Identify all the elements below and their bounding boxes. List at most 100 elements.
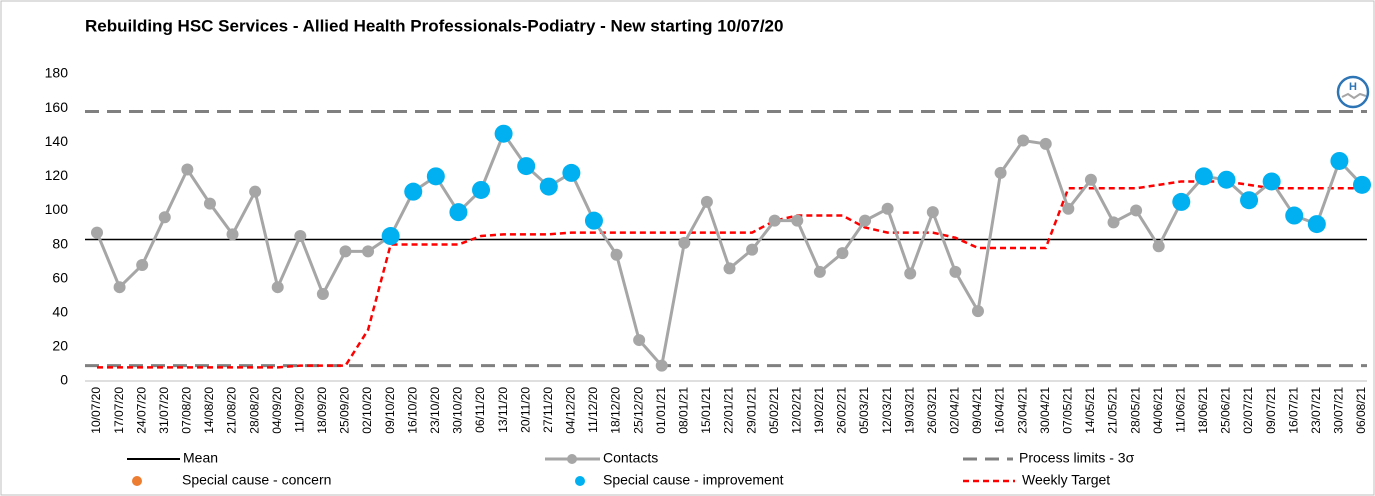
x-tick-label: 28/08/20 xyxy=(247,387,261,434)
contact-dot xyxy=(791,214,804,227)
contact-dot xyxy=(1017,134,1030,147)
x-tick-label: 07/05/21 xyxy=(1061,387,1075,434)
x-tick-label: 29/01/21 xyxy=(744,387,758,434)
special-cause-dot xyxy=(584,211,603,230)
special-cause-dot xyxy=(562,163,581,182)
y-tick-label: 160 xyxy=(45,99,69,115)
x-tick-label: 14/05/21 xyxy=(1083,387,1097,434)
y-tick-label: 0 xyxy=(60,372,68,388)
target-line xyxy=(97,180,1362,369)
contact-dot xyxy=(339,245,352,258)
y-tick-label: 20 xyxy=(52,338,68,354)
x-tick-label: 01/01/21 xyxy=(654,387,668,434)
x-tick-label: 23/07/21 xyxy=(1309,387,1323,434)
x-tick-label: 10/07/20 xyxy=(89,387,103,434)
legend-label: Process limits - 3σ xyxy=(1019,450,1135,466)
x-tick-label: 06/11/20 xyxy=(473,387,487,433)
x-tick-label: 06/08/21 xyxy=(1354,387,1368,434)
contact-dot xyxy=(949,265,962,278)
legend-label: Mean xyxy=(183,450,218,466)
contact-dot xyxy=(203,197,216,210)
x-tick-label: 27/11/20 xyxy=(541,387,555,433)
x-tick-label: 11/06/21 xyxy=(1173,387,1187,433)
special-cause-dot xyxy=(517,157,536,176)
x-tick-label: 07/08/20 xyxy=(180,387,194,434)
legend-contacts-dot xyxy=(567,454,577,464)
special-cause-dot xyxy=(1262,172,1281,191)
contact-dot xyxy=(678,236,691,249)
contact-dot xyxy=(316,288,329,301)
special-cause-dot xyxy=(539,177,558,196)
contact-dot xyxy=(836,247,849,260)
x-tick-label: 02/04/21 xyxy=(948,387,962,434)
y-tick-label: 100 xyxy=(45,201,69,217)
x-tick-label: 09/07/21 xyxy=(1264,387,1278,434)
legend-label: Special cause - concern xyxy=(182,472,331,488)
contact-dot xyxy=(633,334,646,347)
x-tick-label: 25/06/21 xyxy=(1219,387,1233,434)
contact-dot xyxy=(1062,202,1075,215)
contact-dot xyxy=(746,243,759,256)
contact-dot xyxy=(723,262,736,275)
contact-dot xyxy=(158,211,171,224)
special-cause-dot xyxy=(494,124,513,143)
x-tick-label: 23/10/20 xyxy=(428,387,442,434)
chart-title: Rebuilding HSC Services - Allied Health … xyxy=(85,16,783,35)
special-cause-dot xyxy=(1285,206,1304,225)
contact-dot xyxy=(700,195,713,208)
legend-improvement xyxy=(575,476,585,486)
y-tick-label: 80 xyxy=(52,235,68,251)
y-tick-label: 140 xyxy=(45,133,69,149)
x-tick-label: 21/05/21 xyxy=(1106,387,1120,434)
x-tick-label: 12/03/21 xyxy=(880,387,894,434)
x-tick-label: 30/10/20 xyxy=(451,387,465,434)
special-cause-dot xyxy=(1194,167,1213,186)
special-cause-dot xyxy=(1217,170,1236,189)
special-cause-dot xyxy=(472,180,491,199)
contact-dot xyxy=(971,305,984,318)
contact-dot xyxy=(881,202,894,215)
x-tick-label: 28/05/21 xyxy=(1128,387,1142,434)
contact-dot xyxy=(859,214,872,227)
contact-dot xyxy=(1039,137,1052,150)
contact-dot xyxy=(136,259,149,272)
y-tick-label: 40 xyxy=(52,303,68,319)
x-tick-label: 30/04/21 xyxy=(1038,387,1052,434)
x-tick-label: 18/12/20 xyxy=(609,387,623,434)
legend-label: Contacts xyxy=(603,450,658,466)
x-tick-label: 16/04/21 xyxy=(993,387,1007,434)
x-tick-label: 19/03/21 xyxy=(902,387,916,434)
contact-dot xyxy=(1107,216,1120,229)
contact-dot xyxy=(294,230,307,243)
legend-concern xyxy=(132,476,142,486)
x-tick-label: 30/07/21 xyxy=(1332,387,1346,434)
x-tick-label: 02/10/20 xyxy=(360,387,374,434)
x-tick-label: 11/12/20 xyxy=(586,387,600,433)
x-tick-label: 22/01/21 xyxy=(722,387,736,434)
contact-dot xyxy=(768,214,781,227)
special-cause-dot xyxy=(426,167,445,186)
x-tick-label: 16/10/20 xyxy=(405,387,419,434)
contact-dot xyxy=(113,281,126,294)
x-tick-label: 05/02/21 xyxy=(767,387,781,434)
contact-dot xyxy=(904,267,917,280)
contact-dot xyxy=(1130,204,1143,217)
y-tick-label: 120 xyxy=(45,167,69,183)
legend-label: Special cause - improvement xyxy=(603,472,784,488)
x-tick-label: 16/07/21 xyxy=(1286,387,1300,434)
contact-dot xyxy=(1152,240,1165,253)
contact-dot xyxy=(1084,173,1097,186)
special-cause-dot xyxy=(1330,151,1349,170)
x-tick-label: 18/06/21 xyxy=(1196,387,1210,434)
x-tick-label: 02/07/21 xyxy=(1241,387,1255,434)
x-tick-label: 26/02/21 xyxy=(835,387,849,434)
x-tick-label: 11/09/20 xyxy=(292,387,306,433)
contact-dot xyxy=(362,245,375,258)
special-cause-dot xyxy=(1353,175,1371,194)
contact-dot xyxy=(655,359,668,372)
x-tick-label: 17/07/20 xyxy=(112,387,126,434)
x-tick-label: 04/09/20 xyxy=(270,387,284,434)
x-tick-label: 24/07/20 xyxy=(134,387,148,434)
x-tick-label: 13/11/20 xyxy=(496,387,510,433)
